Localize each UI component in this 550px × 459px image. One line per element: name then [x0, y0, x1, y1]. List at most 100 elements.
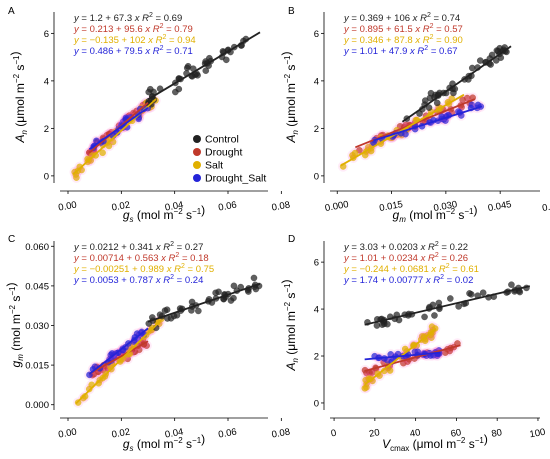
y-tick-label: 0 — [314, 171, 319, 182]
legend-label-drought-salt: Drought_Salt — [205, 173, 266, 185]
data-point — [508, 281, 515, 288]
data-point — [183, 64, 191, 72]
y-tick-label: 2 — [44, 124, 49, 135]
panel-label: C — [8, 234, 15, 245]
x-axis-title: gm (mol m−2 s−1) — [393, 203, 478, 224]
equation-salt: y = −0.00251 + 0.989 x R2 = 0.75 — [73, 263, 214, 275]
x-tick-label: 0.02 — [111, 200, 131, 214]
data-point — [427, 89, 435, 97]
data-point — [361, 385, 369, 392]
x-tick-label: 0.02 — [111, 427, 131, 441]
y-tick-label: 6 — [314, 29, 319, 40]
x-tick-label: 0.06 — [218, 200, 238, 214]
y-axis-title: An (μmol m−2 s−1) — [279, 280, 300, 372]
regression-line-drought — [88, 340, 149, 375]
x-axis-title: gs (mol m−2 s−1) — [123, 203, 205, 224]
y-tick-label: 2 — [314, 352, 319, 363]
regression-line-drought — [364, 344, 461, 372]
data-point — [466, 290, 473, 297]
equation-drought-salt: y = 1.01 + 47.9 x R2 = 0.67 — [343, 45, 458, 57]
x-tick-label: 0.04 — [164, 200, 184, 214]
equation-control: y = 1.2 + 67.3 x R2 = 0.69 — [73, 12, 182, 24]
data-point — [212, 289, 219, 297]
regression-line-control — [364, 285, 531, 326]
panel-label: A — [8, 6, 15, 17]
y-tick-label: 0.000 — [25, 400, 49, 411]
data-point — [435, 299, 443, 307]
regression-line-drought-salt — [364, 351, 441, 361]
data-point — [227, 297, 235, 304]
x-tick-label: 0.060 — [541, 199, 550, 214]
regression-line-salt — [75, 319, 162, 405]
y-tick-label: 0.060 — [25, 242, 49, 253]
regression-line-drought-salt — [88, 106, 149, 150]
x-tick-label: 80 — [491, 427, 503, 440]
legend-marker — [193, 148, 201, 156]
data-point — [386, 367, 394, 374]
panel-B: B 0 2 4 6 0.000 0.015 0.030 0.045 0.060 gm (mol m−… — [279, 6, 550, 224]
x-tick-label: 100 — [529, 427, 547, 441]
y-tick-label: 0.030 — [25, 321, 49, 332]
legend-label-salt: Salt — [205, 160, 223, 172]
x-tick-label: 60 — [450, 427, 462, 440]
regression-line-drought-salt — [373, 105, 483, 142]
x-tick-label: 0.030 — [433, 199, 458, 214]
x-tick-label: 0.04 — [164, 427, 184, 441]
equation-drought: y = 1.01 + 0.0234 x R2 = 0.26 — [343, 252, 468, 264]
y-tick-label: 6 — [44, 29, 49, 40]
y-axis-title: An (μmol m−2 s−1) — [8, 52, 29, 144]
data-point — [379, 321, 386, 328]
data-point — [431, 312, 438, 319]
x-tick-label: 0.000 — [324, 199, 349, 214]
x-tick-label: 0.015 — [378, 199, 403, 214]
y-tick-label: 0.045 — [25, 281, 49, 292]
y-tick-label: 4 — [314, 76, 319, 87]
equation-drought: y = 0.00714 + 0.563 x R2 = 0.18 — [73, 252, 209, 264]
data-point — [230, 282, 238, 290]
data-point — [195, 307, 202, 315]
data-point — [433, 99, 441, 107]
data-point — [223, 56, 230, 64]
data-point — [373, 322, 381, 329]
y-axis-title: gm (mol m−2 s−1) — [4, 283, 25, 368]
legend-marker — [193, 161, 201, 169]
data-point — [172, 88, 179, 96]
panel-C: C 0.000 0.015 0.030 0.045 0.060 0.00 0.02 0.04 0.… — [4, 234, 291, 453]
x-tick-label: 0.045 — [487, 199, 512, 214]
legend-marker — [193, 174, 201, 182]
x-axis-title: Vcmax (μmol m−2 s−1) — [382, 432, 488, 453]
data-point — [497, 54, 505, 61]
data-point — [479, 289, 487, 296]
regression-line-drought-salt — [88, 327, 149, 375]
panel-label: B — [288, 6, 295, 17]
panel-label: D — [288, 234, 295, 245]
data-point — [447, 295, 454, 302]
data-point — [92, 152, 99, 159]
equation-drought-salt: y = 0.486 + 79.5 x R2 = 0.71 — [73, 45, 193, 57]
x-tick-label: 0.00 — [58, 427, 78, 441]
y-tick-label: 2 — [314, 124, 319, 135]
data-point — [516, 288, 524, 296]
y-tick-label: 6 — [314, 258, 319, 269]
equation-drought: y = 0.213 + 95.6 x R2 = 0.79 — [73, 23, 193, 35]
regression-line-control — [401, 45, 512, 123]
equation-salt: y = 0.346 + 87.8 x R2 = 0.90 — [343, 34, 463, 46]
y-axis-title: An (μmol m−2 s−1) — [279, 52, 300, 144]
regression-line-control — [147, 31, 261, 101]
data-point — [351, 149, 359, 157]
regression-line-control — [147, 283, 261, 323]
data-point — [202, 67, 210, 74]
equation-control: y = 0.0212 + 0.341 x R2 = 0.27 — [73, 241, 203, 253]
x-tick-label: 0.00 — [58, 200, 78, 214]
x-tick-label: 0.08 — [271, 427, 291, 441]
x-tick-label: 0.08 — [271, 200, 291, 214]
data-point — [163, 306, 171, 313]
data-point — [99, 149, 106, 157]
x-tick-label: 0 — [330, 428, 337, 440]
y-tick-label: 4 — [314, 305, 319, 316]
regression-line-salt — [340, 93, 465, 167]
data-point — [493, 47, 501, 54]
legend-marker — [193, 135, 201, 143]
